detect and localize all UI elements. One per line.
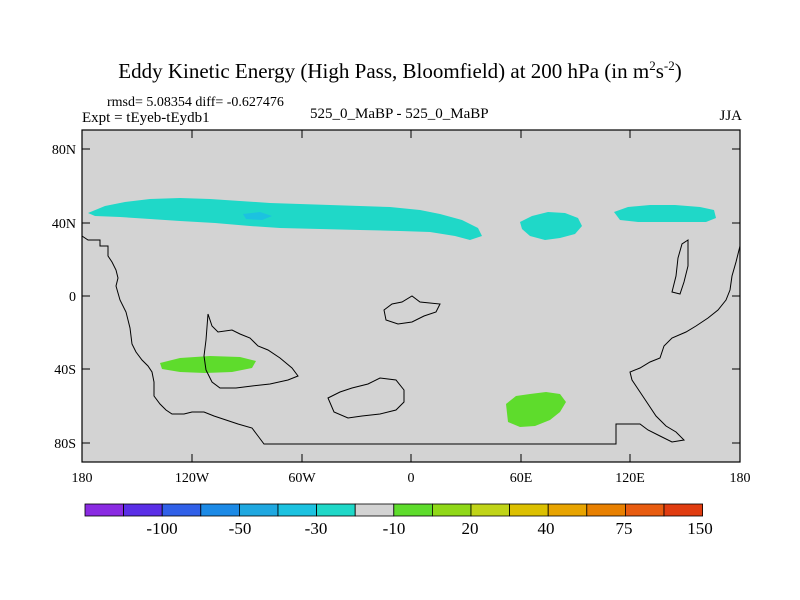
- colorbar-label: 75: [616, 519, 633, 538]
- colorbar-swatch: [316, 503, 356, 517]
- positive-anomaly-region: [506, 392, 566, 427]
- colorbar-swatch: [663, 503, 703, 517]
- lon-label: 180: [730, 471, 751, 486]
- coastline-west: [81, 235, 741, 445]
- colorbar-label: 150: [687, 519, 713, 538]
- negative-anomaly-deep: [243, 212, 272, 220]
- colorbar-swatch: [84, 503, 124, 517]
- rmsd-diff-label: rmsd= 5.08354 diff= -0.627476: [107, 95, 284, 110]
- coastlines: [81, 235, 741, 445]
- lon-label: 60W: [288, 471, 316, 486]
- lon-label: 60E: [510, 471, 533, 486]
- experiment-label: Expt = tEyeb-tEydb1: [82, 110, 210, 126]
- colorbar-label: -50: [229, 519, 252, 538]
- negative-anomaly-region: [520, 212, 582, 240]
- colorbar-label: -10: [383, 519, 406, 538]
- lat-label: 80N: [52, 143, 76, 158]
- coastline-island: [327, 377, 405, 419]
- lon-ticks: [81, 130, 741, 462]
- colorbar-swatch: [586, 503, 626, 517]
- lat-label: 40S: [54, 363, 76, 378]
- lon-label: 0: [408, 471, 415, 486]
- lat-label: 40N: [52, 217, 76, 232]
- colorbar-label: -30: [305, 519, 328, 538]
- lat-ticks: [82, 148, 740, 444]
- coastline-island: [383, 295, 441, 325]
- colorbar-label: 40: [538, 519, 555, 538]
- colorbar-swatch: [277, 503, 317, 517]
- colorbar-swatch: [547, 503, 588, 517]
- lon-label: 120W: [175, 471, 210, 486]
- season-label: JJA: [719, 108, 742, 124]
- comparison-label: 525_0_MaBP - 525_0_MaBP: [310, 106, 489, 122]
- colorbar: [84, 503, 703, 517]
- map-background: [82, 130, 740, 462]
- positive-anomaly-region: [160, 356, 256, 373]
- colorbar-swatch: [200, 503, 240, 517]
- colorbar-swatch: [431, 503, 472, 517]
- negative-anomaly-region: [614, 205, 716, 222]
- coastline-island: [671, 239, 689, 295]
- lon-label: 180: [72, 471, 93, 486]
- colorbar-swatch: [625, 503, 665, 517]
- colorbar-label: -100: [146, 519, 177, 538]
- colorbar-swatch: [161, 503, 202, 517]
- colorbar-swatch: [238, 503, 279, 517]
- lon-label: 120E: [615, 471, 645, 486]
- lat-label: 0: [69, 290, 76, 305]
- negative-anomaly-region: [88, 198, 482, 240]
- colorbar-swatch: [354, 503, 395, 517]
- colorbar-swatch: [470, 503, 510, 517]
- lat-label: 80S: [54, 437, 76, 452]
- colorbar-label: 20: [462, 519, 479, 538]
- colorbar-swatch: [123, 503, 163, 517]
- coastline-island: [203, 313, 299, 389]
- colorbar-swatch: [509, 503, 549, 517]
- colorbar-swatch: [393, 503, 433, 517]
- plot-title: Eddy Kinetic Energy (High Pass, Bloomfie…: [118, 58, 682, 83]
